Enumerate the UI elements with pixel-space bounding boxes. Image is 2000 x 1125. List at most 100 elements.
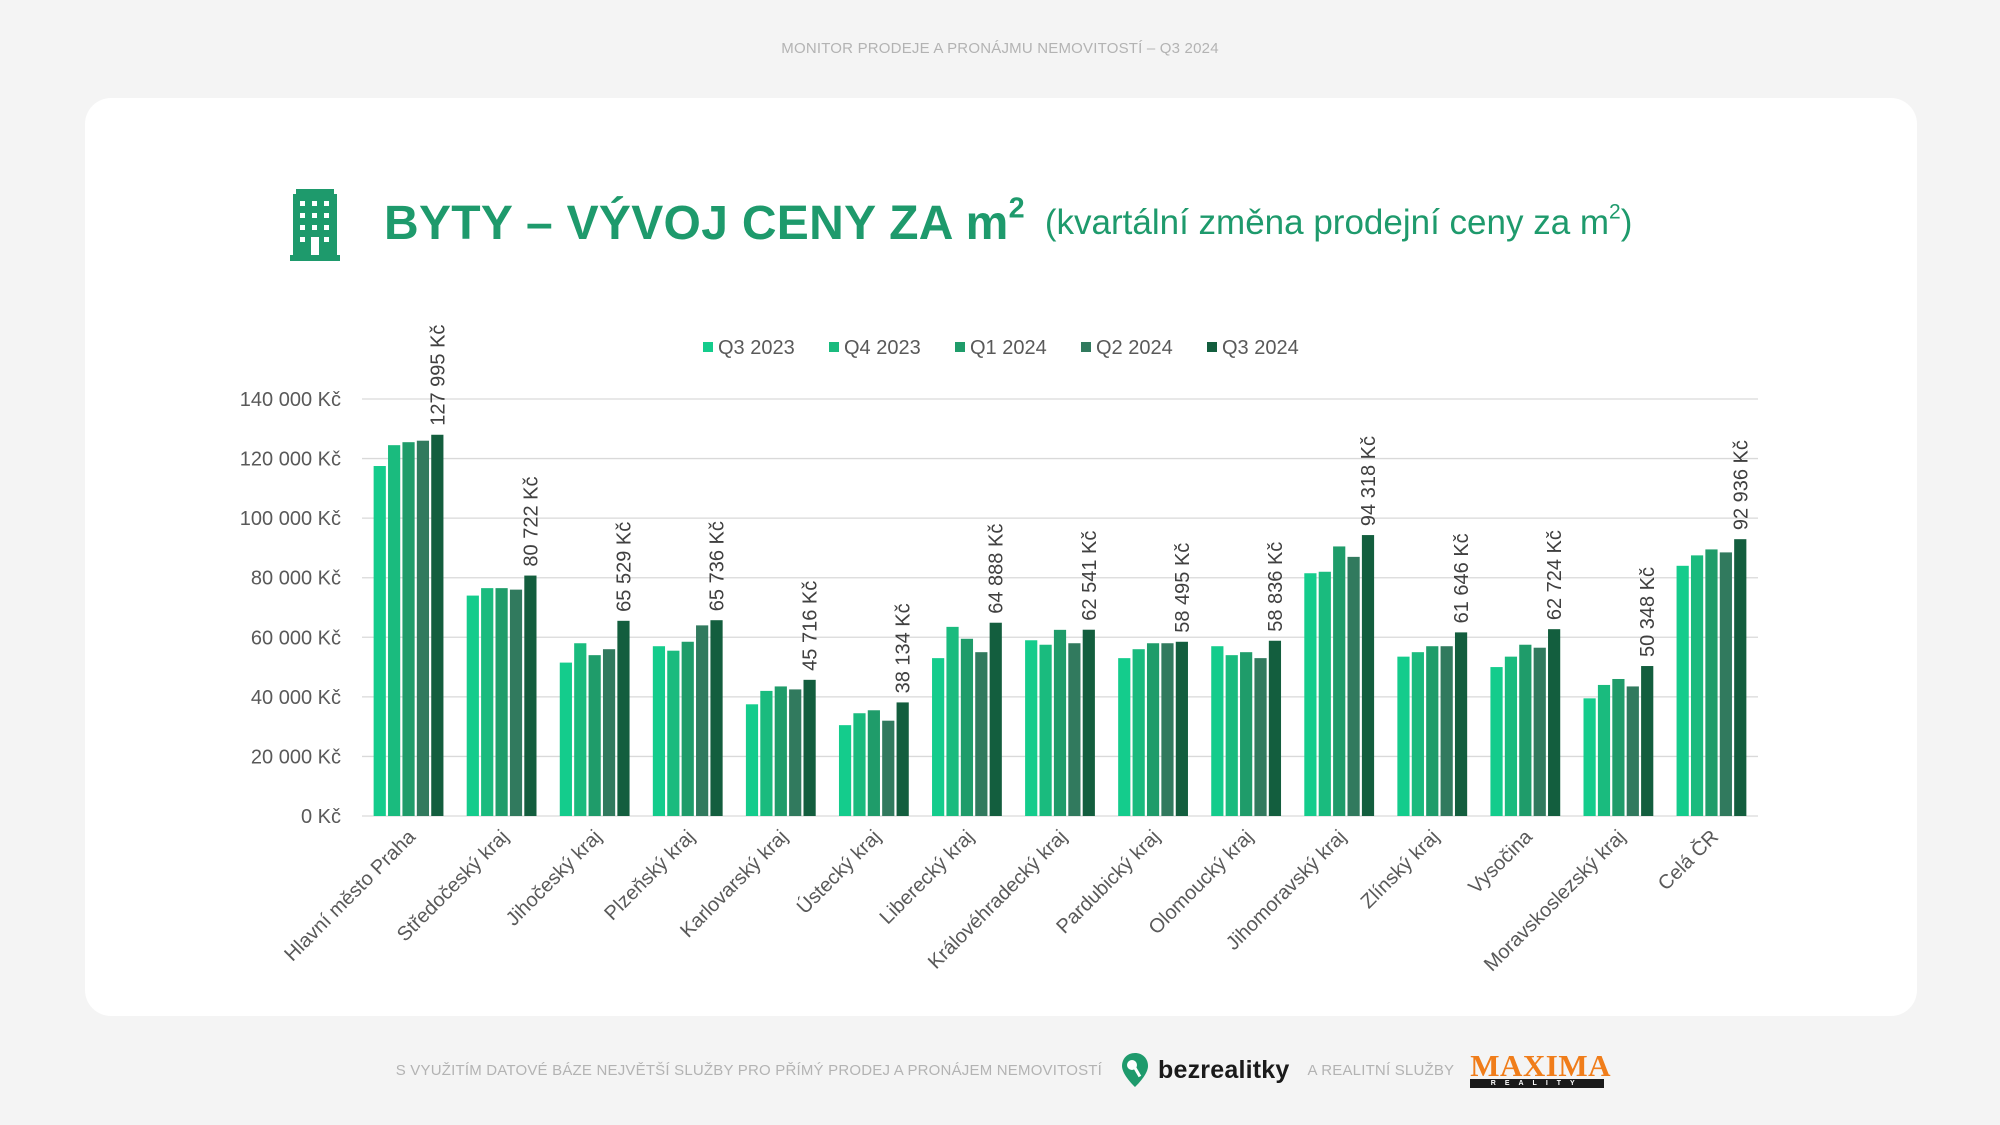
bar <box>1146 643 1160 816</box>
bar <box>838 725 852 816</box>
y-tick-label: 0 Kč <box>301 806 341 828</box>
bar <box>1068 643 1081 816</box>
bar <box>1318 571 1331 816</box>
top-caption: MONITOR PRODEJE A PRONÁJMU NEMOVITOSTÍ –… <box>781 40 1219 57</box>
x-tick-label: Jihočeský kraj <box>502 826 606 930</box>
bar <box>1490 667 1503 816</box>
chart-title: BYTY – VÝVOJ CENY ZA m2 (kvartální změna… <box>290 178 1632 268</box>
x-tick-label: Liberecký kraj <box>876 826 979 929</box>
bar <box>1082 629 1095 816</box>
bar <box>896 702 909 816</box>
bar <box>588 655 601 816</box>
apartment-building-icon <box>290 189 340 261</box>
bezrealitky-logo: bezrealitky <box>1120 1052 1289 1088</box>
bar <box>416 440 430 816</box>
bar <box>509 589 523 816</box>
data-label: 58 495 Kč <box>1172 543 1194 633</box>
data-label: 62 541 Kč <box>1079 531 1101 621</box>
bar <box>932 658 945 816</box>
data-label: 50 348 Kč <box>1637 567 1659 657</box>
bar <box>1025 640 1038 816</box>
bar <box>617 620 630 816</box>
x-tick-label: Hlavní město Praha <box>280 825 420 965</box>
bar <box>1118 658 1131 816</box>
data-label: 80 722 Kč <box>520 476 542 566</box>
bar <box>431 434 444 816</box>
bar <box>789 689 802 816</box>
footer-middle-text: A REALITNÍ SLUŽBY <box>1307 1061 1455 1079</box>
title-subtitle: (kvartální změna prodejní ceny za m2) <box>1044 200 1633 242</box>
bar <box>853 713 866 816</box>
data-label: 127 995 Kč <box>427 325 449 426</box>
data-labels: 127 995 Kč 80 722 Kč 65 529 Kč 65 736 Kč 45 … <box>427 325 1752 694</box>
legend-swatch <box>1081 342 1091 352</box>
bar <box>1626 686 1639 816</box>
bar <box>524 575 537 816</box>
bar <box>989 622 1002 816</box>
data-label: 92 936 Kč <box>1730 440 1752 530</box>
legend-swatch <box>955 342 965 352</box>
data-label: 65 529 Kč <box>613 522 635 612</box>
legend-label: Q4 2023 <box>844 337 921 359</box>
bar <box>1734 539 1747 816</box>
bar <box>574 643 587 816</box>
y-axis-labels: 0 Kč 20 000 Kč 40 000 Kč 60 000 Kč 80 000 Kč… <box>240 389 341 828</box>
y-tick-label: 60 000 Kč <box>251 627 341 649</box>
bar <box>867 710 880 816</box>
legend-swatch <box>703 342 713 352</box>
bar <box>1504 656 1518 816</box>
footer: S VYUŽITÍM DATOVÉ BÁZE NEJVĚTŠÍ SLUŽBY P… <box>0 1048 2000 1090</box>
maxima-logo-word: MAXIMA <box>1470 1048 1611 1083</box>
x-tick-label: Ústecký kraj <box>792 825 885 918</box>
x-tick-label: Zlínský kraj <box>1357 826 1444 913</box>
bar <box>1175 641 1188 816</box>
bar <box>1254 658 1267 816</box>
x-tick-label: Plzeňský kraj <box>600 826 699 925</box>
bar <box>1440 646 1453 816</box>
bar <box>1411 652 1424 816</box>
bar <box>1053 629 1067 816</box>
y-tick-label: 100 000 Kč <box>240 508 341 530</box>
bar <box>1361 535 1375 816</box>
bar <box>1612 678 1625 816</box>
bar <box>774 686 787 816</box>
bar <box>1454 632 1468 816</box>
bar <box>1304 573 1317 816</box>
bar <box>667 650 680 816</box>
bar <box>1333 546 1346 816</box>
bar <box>1225 655 1238 816</box>
bar <box>402 442 415 816</box>
bar <box>1268 640 1282 816</box>
legend-label: Q3 2023 <box>718 337 795 359</box>
y-tick-label: 80 000 Kč <box>251 568 341 590</box>
bar <box>1161 643 1174 816</box>
bar <box>1690 555 1704 816</box>
map-pin-icon <box>1122 1053 1149 1087</box>
bar <box>946 626 959 816</box>
bar <box>1583 698 1596 816</box>
maxima-logo-band: REALITY <box>1470 1079 1605 1088</box>
bar <box>1719 552 1732 816</box>
bar <box>1519 644 1532 816</box>
brand-name: bezrealitky <box>1158 1055 1290 1084</box>
legend-swatch <box>829 342 839 352</box>
y-tick-label: 20 000 Kč <box>251 746 341 768</box>
y-tick-label: 40 000 Kč <box>251 687 341 709</box>
bar <box>1240 652 1253 816</box>
title-main: BYTY – VÝVOJ CENY ZA m2 <box>384 191 1025 250</box>
bar <box>1039 644 1052 816</box>
bar <box>388 445 401 816</box>
bar <box>1211 646 1224 816</box>
bar <box>1597 684 1611 816</box>
data-label: 45 716 Kč <box>800 581 822 671</box>
bar <box>481 588 494 816</box>
bar <box>681 641 694 816</box>
data-label: 62 724 Kč <box>1544 530 1566 620</box>
bar <box>1397 656 1410 816</box>
bar <box>975 652 988 816</box>
legend: Q3 2023 Q4 2023 Q1 2024 Q2 2024 Q3 2024 <box>703 337 1299 359</box>
data-label: 64 888 Kč <box>986 524 1008 614</box>
maxima-reality-logo: MAXIMA REALITY <box>1470 1048 1611 1088</box>
bar <box>760 690 773 816</box>
